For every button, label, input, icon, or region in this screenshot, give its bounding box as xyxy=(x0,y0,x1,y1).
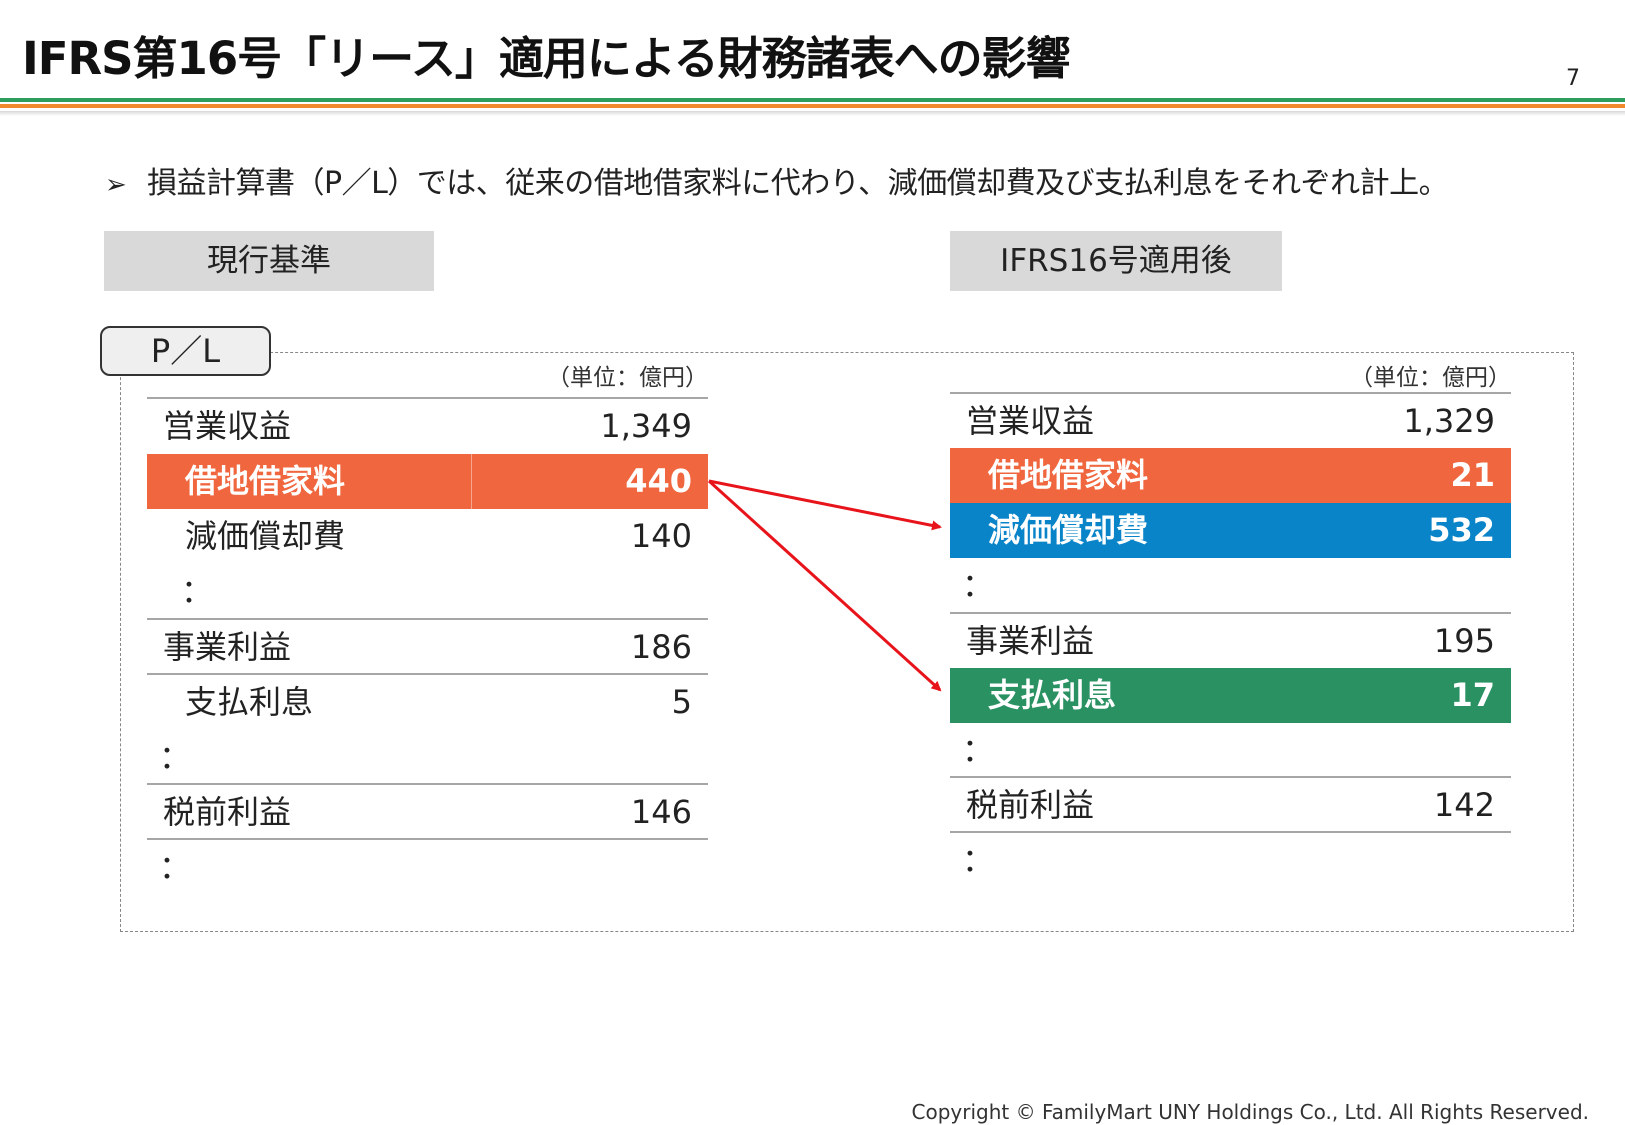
left-unit-label: （単位：億円） xyxy=(547,365,708,391)
row-value: 195 xyxy=(1433,622,1495,660)
row-value: 142 xyxy=(1433,786,1495,824)
right-row-revenue: 営業収益 1,329 xyxy=(950,394,1511,449)
page-title: IFRS第16号「リース」適用による財務諸表への影響 xyxy=(22,32,1071,85)
header-stripe-green xyxy=(0,98,1625,102)
right-row-ellipsis-3: ： xyxy=(950,833,1511,888)
row-label: ： xyxy=(962,566,995,604)
row-value: 5 xyxy=(671,683,692,721)
right-column-heading: IFRS16号適用後 xyxy=(950,231,1282,291)
right-unit-label: （単位：億円） xyxy=(1350,365,1511,391)
row-value: 17 xyxy=(1450,676,1495,714)
row-value: 1,349 xyxy=(600,407,692,445)
row-label: ： xyxy=(159,848,192,886)
left-row-depreciation: 減価償却費 140 xyxy=(147,509,708,564)
left-rule-4 xyxy=(147,838,708,840)
row-value: 440 xyxy=(625,462,692,500)
row-label: 借地借家料 xyxy=(988,456,1149,494)
row-value: 186 xyxy=(630,628,692,666)
right-pl-table: （単位：億円） 営業収益 1,329 借地借家料 21 減価償却費 532 ： … xyxy=(950,355,1511,895)
row-label: ： xyxy=(962,841,995,879)
right-row-interest-highlight: 支払利息 17 xyxy=(950,668,1511,723)
left-row-ellipsis-3: ： xyxy=(147,840,708,895)
right-row-business-profit: 事業利益 195 xyxy=(950,614,1511,669)
right-row-ellipsis-2: ： xyxy=(950,723,1511,778)
cell-separator xyxy=(471,454,472,509)
right-top-rule xyxy=(950,392,1511,394)
copyright-footer: Copyright © FamilyMart UNY Holdings Co.,… xyxy=(911,1100,1590,1124)
row-value: 21 xyxy=(1450,456,1495,494)
arrow-to-interest xyxy=(707,479,942,692)
left-row-business-profit: 事業利益 186 xyxy=(147,620,708,675)
row-label: 事業利益 xyxy=(163,628,292,666)
header-stripe-shadow xyxy=(0,111,1625,116)
row-value: 140 xyxy=(630,517,692,555)
left-column-heading: 現行基準 xyxy=(104,231,434,291)
row-label: ： xyxy=(181,572,214,610)
row-label: 支払利息 xyxy=(988,676,1117,714)
left-top-rule xyxy=(147,397,708,399)
header-stripe-orange xyxy=(0,104,1625,108)
right-row-ellipsis-1: ： xyxy=(950,558,1511,613)
pl-tag: P／L xyxy=(100,326,271,376)
bullet-text: 損益計算書（P／L）では、従来の借地借家料に代わり、減価償却費及び支払利息をそれ… xyxy=(147,166,1449,201)
pl-frame xyxy=(120,352,1574,932)
row-label: 事業利益 xyxy=(966,622,1095,660)
arrow-bullet-icon: ➢ xyxy=(105,170,127,200)
row-label: 税前利益 xyxy=(163,793,292,831)
page-number: 7 xyxy=(1566,66,1580,91)
left-row-revenue: 営業収益 1,349 xyxy=(147,399,708,454)
right-row-rent-highlight: 借地借家料 21 xyxy=(950,448,1511,503)
row-label: 支払利息 xyxy=(185,683,314,721)
left-row-pretax-profit: 税前利益 146 xyxy=(147,785,708,840)
row-label: 借地借家料 xyxy=(185,462,346,500)
right-row-depreciation-highlight: 減価償却費 532 xyxy=(950,503,1511,558)
row-label: ： xyxy=(962,731,995,769)
row-label: ： xyxy=(159,738,192,776)
right-rule-2 xyxy=(950,776,1511,778)
row-value: 532 xyxy=(1428,511,1495,549)
left-rule-2 xyxy=(147,673,708,675)
left-rule-3 xyxy=(147,783,708,785)
left-row-ellipsis-1: ： xyxy=(147,564,708,619)
left-pl-table: （単位：億円） 営業収益 1,349 借地借家料 440 減価償却費 140 ：… xyxy=(147,355,708,895)
row-label: 減価償却費 xyxy=(185,517,346,555)
right-row-pretax-profit: 税前利益 142 xyxy=(950,778,1511,833)
row-label: 営業収益 xyxy=(163,407,292,445)
left-row-interest: 支払利息 5 xyxy=(147,675,708,730)
bullet-text-line: ➢ 損益計算書（P／L）では、従来の借地借家料に代わり、減価償却費及び支払利息をそ… xyxy=(105,158,1449,202)
row-label: 営業収益 xyxy=(966,402,1095,440)
left-row-rent-highlight: 借地借家料 440 xyxy=(147,454,708,509)
left-rule-1 xyxy=(147,618,708,620)
row-label: 減価償却費 xyxy=(988,511,1149,549)
row-label: 税前利益 xyxy=(966,786,1095,824)
row-value: 1,329 xyxy=(1403,402,1495,440)
arrow-to-depreciation xyxy=(708,479,942,531)
right-rule-3 xyxy=(950,831,1511,833)
right-rule-1 xyxy=(950,612,1511,614)
row-value: 146 xyxy=(630,793,692,831)
left-row-ellipsis-2: ： xyxy=(147,730,708,785)
